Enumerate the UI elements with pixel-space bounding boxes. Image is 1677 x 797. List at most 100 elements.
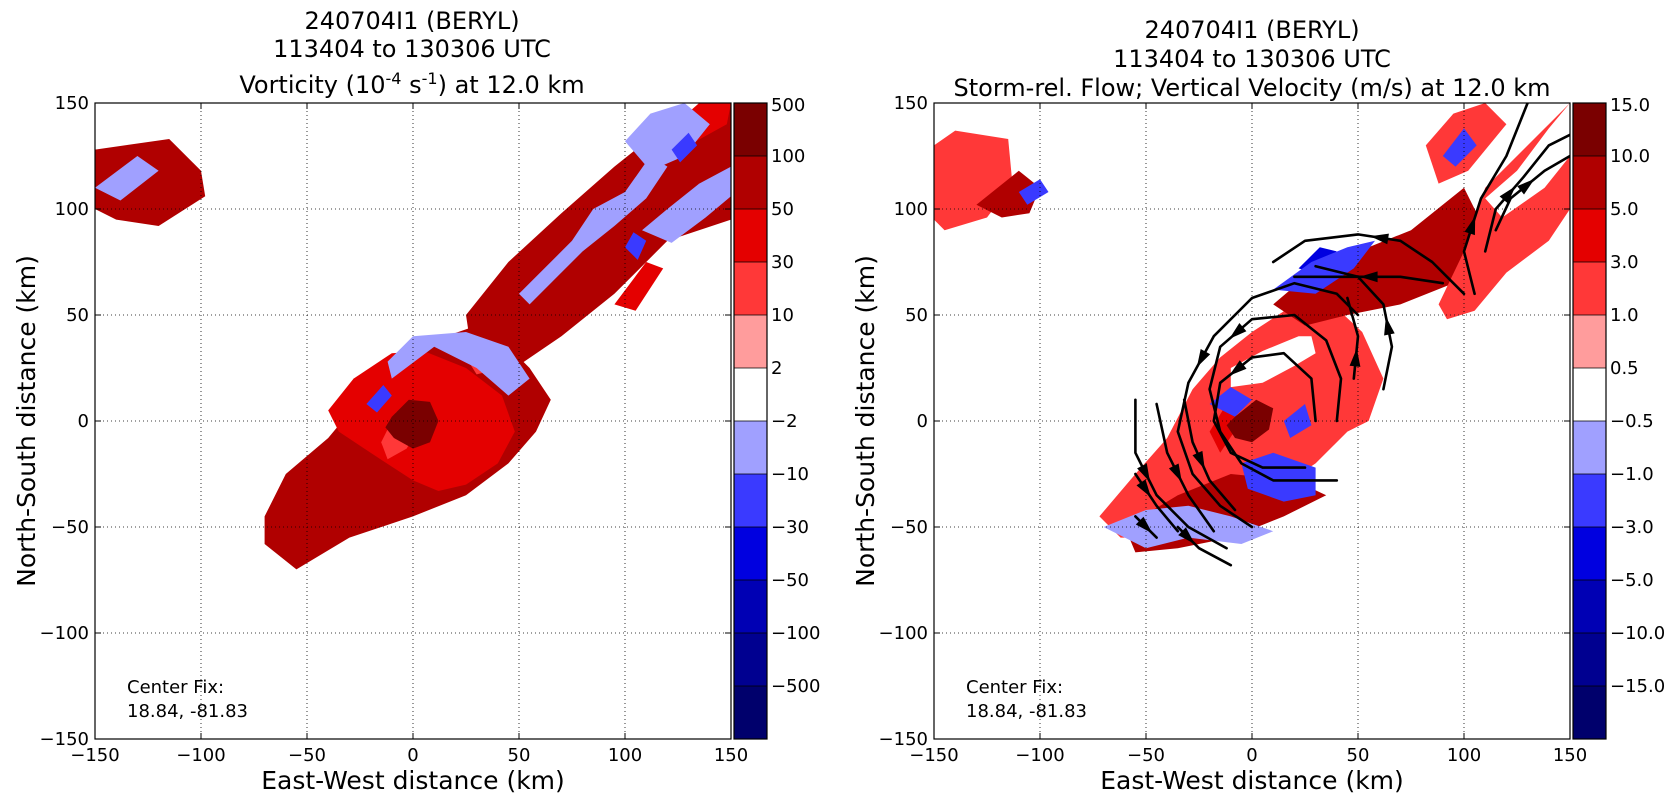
y-tick-label: 50 xyxy=(905,305,928,326)
colorbar-swatch-4 xyxy=(1573,315,1606,368)
field-region-0 xyxy=(95,139,206,226)
streamline-1 xyxy=(1212,351,1317,469)
colorbar-swatch-1 xyxy=(734,156,767,209)
x-axis-label: East-West distance (km) xyxy=(1100,766,1404,795)
x-axis-label: East-West distance (km) xyxy=(261,766,565,795)
colorbar-swatch-11 xyxy=(734,686,767,739)
center-fix-annotation: Center Fix: xyxy=(127,677,224,698)
colorbar: 500 100 50 30 10 2 −2 −10 −30 −50 −100 −500 xyxy=(733,95,820,740)
streamline-5 xyxy=(1314,264,1394,391)
chart-title-line-1: 113404 to 130306 UTC xyxy=(273,35,551,63)
chart-title-line-2: Storm-rel. Flow; Vertical Velocity (m/s)… xyxy=(954,74,1551,102)
y-tick-label: 150 xyxy=(894,93,928,114)
x-tick-label: 50 xyxy=(508,745,531,766)
y-tick-label: 150 xyxy=(55,93,89,114)
colorbar-frame xyxy=(1572,102,1607,740)
field-region-8 xyxy=(1485,103,1570,218)
y-tick-label: −150 xyxy=(40,729,89,750)
colorbar-tick-label: 2 xyxy=(771,358,782,379)
colorbar-tick-label: −10 xyxy=(771,464,809,485)
center-fix-annotation: Center Fix: xyxy=(966,677,1063,698)
field-region-16 xyxy=(1442,128,1477,167)
colorbar: 15.0 10.0 5.0 3.0 1.0 0.5 −0.5 −1.0 −3.0 −5.0 −10.… xyxy=(1572,95,1665,740)
title-part-exp2: -1 xyxy=(422,69,438,88)
colorbar-swatch-3 xyxy=(734,262,767,315)
x-tick-label: −100 xyxy=(1015,745,1064,766)
streamlines xyxy=(1134,103,1570,567)
colorbar-tick-label: −30 xyxy=(771,517,809,538)
streamline-arrow-13 xyxy=(1464,216,1476,236)
y-tick-label: −100 xyxy=(879,623,928,644)
field-region-17 xyxy=(1018,179,1049,205)
colorbar-swatch-5 xyxy=(734,368,767,421)
x-tick-label: −50 xyxy=(288,745,326,766)
y-tick-label: −50 xyxy=(51,517,89,538)
y-axis-label: North-South distance (km) xyxy=(12,255,41,587)
y-tick-label: 50 xyxy=(66,305,89,326)
streamline-arrow-0 xyxy=(1229,323,1247,339)
field-region-1 xyxy=(976,170,1040,218)
streamline-arrow-11 xyxy=(1136,479,1151,498)
colorbar-swatch-2 xyxy=(1573,209,1606,262)
y-tick-label: −100 xyxy=(40,623,89,644)
colorbar-tick-label: −10.0 xyxy=(1610,623,1665,644)
y-tick-label: −50 xyxy=(890,517,928,538)
colorbar-swatch-5 xyxy=(1573,368,1606,421)
streamline-13 xyxy=(1462,103,1529,296)
x-tick-label: 100 xyxy=(1447,745,1481,766)
colorbar-tick-label: −100 xyxy=(771,623,820,644)
x-tick-label: 0 xyxy=(407,745,418,766)
streamline-0 xyxy=(1208,313,1343,482)
title-part-exp1: -4 xyxy=(386,69,402,88)
colorbar-tick-label: −3.0 xyxy=(1610,517,1654,538)
center-fix-annotation: 18.84, -81.83 xyxy=(966,701,1087,722)
colorbar-swatch-9 xyxy=(1573,580,1606,633)
colorbar-swatch-0 xyxy=(1573,103,1606,156)
field-region-14 xyxy=(1209,387,1252,417)
colorbar-tick-label: −2 xyxy=(771,411,798,432)
field-region-10 xyxy=(387,332,530,396)
colorbar-swatch-6 xyxy=(1573,421,1606,474)
chart-title-line-1: 113404 to 130306 UTC xyxy=(1113,45,1391,73)
field-regions xyxy=(95,103,731,570)
colorbar-swatch-7 xyxy=(1573,474,1606,527)
field-region-14 xyxy=(366,385,392,413)
y-tick-label: 0 xyxy=(78,411,89,432)
field-region-15 xyxy=(625,232,647,260)
field-region-5 xyxy=(614,262,664,311)
y-tick-label: 0 xyxy=(917,411,928,432)
colorbar-tick-label: −5.0 xyxy=(1610,570,1654,591)
colorbar-tick-label: 10 xyxy=(771,305,794,326)
streamline-8 xyxy=(1134,398,1228,550)
colorbar-tick-label: 500 xyxy=(771,95,805,116)
colorbar-tick-label: 1.0 xyxy=(1610,305,1639,326)
field-region-9 xyxy=(1209,404,1242,453)
y-tick-label: 100 xyxy=(894,199,928,220)
vorticity-panel: −150 −100 −50 0 50 100 150−150−100−50050100150… xyxy=(12,7,820,795)
x-tick-label: 100 xyxy=(608,745,642,766)
streamline-arrow-9 xyxy=(1168,463,1182,482)
field-region-18 xyxy=(1226,399,1274,443)
streamline-arrow-12 xyxy=(1135,516,1153,534)
colorbar-tick-label: 100 xyxy=(771,146,805,167)
streamline-arrow-6 xyxy=(1349,348,1361,367)
colorbar-swatch-2 xyxy=(734,209,767,262)
colorbar-swatch-8 xyxy=(734,527,767,580)
colorbar-tick-label: −1.0 xyxy=(1610,464,1654,485)
colorbar-tick-label: −15.0 xyxy=(1610,676,1665,697)
streamline-arrow-3 xyxy=(1359,271,1378,283)
colorbar-tick-label: 30 xyxy=(771,252,794,273)
streamline-arrow-5 xyxy=(1384,316,1395,336)
streamline-arrow-14 xyxy=(1499,186,1516,204)
colorbar-tick-label: −500 xyxy=(771,676,820,697)
streamline-14 xyxy=(1483,133,1570,253)
streamline-arrow-15 xyxy=(1517,178,1535,195)
field-region-13 xyxy=(625,103,710,171)
colorbar-tick-label: 10.0 xyxy=(1610,146,1650,167)
colorbar-swatch-7 xyxy=(734,474,767,527)
colorbar-swatch-8 xyxy=(1573,527,1606,580)
x-tick-label: −150 xyxy=(909,745,958,766)
streamline-arrow-4 xyxy=(1370,233,1389,245)
chart-title-field: Vorticity (10-4 s-1) at 12.0 km xyxy=(239,69,584,99)
field-region-9 xyxy=(95,156,159,201)
